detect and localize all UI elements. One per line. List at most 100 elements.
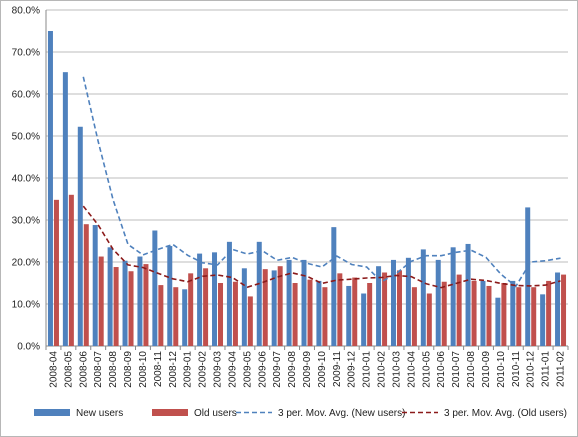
- y-tick-label: 40.0%: [12, 174, 40, 185]
- x-tick-label: 2011-01: [541, 351, 552, 387]
- bar-new-users: [525, 207, 530, 346]
- bar-old-users: [546, 281, 551, 346]
- bar-old-users: [173, 287, 178, 346]
- bar-old-users: [233, 282, 238, 346]
- bar-old-users: [203, 268, 208, 346]
- bar-old-users: [114, 267, 119, 346]
- bar-old-users: [129, 271, 134, 346]
- bar-new-users: [406, 258, 411, 346]
- x-tick-label: 2008-08: [108, 351, 119, 388]
- y-tick-label: 60.0%: [12, 90, 40, 101]
- x-tick-label: 2011-02: [556, 351, 567, 387]
- bar-new-users: [227, 242, 232, 346]
- bar-old-users: [486, 286, 491, 346]
- x-tick-label: 2010-04: [406, 351, 417, 388]
- x-tick-label: 2008-05: [63, 351, 74, 388]
- bar-new-users: [167, 246, 172, 346]
- x-tick-label: 2008-10: [138, 351, 149, 388]
- bar-new-users: [451, 247, 456, 346]
- bar-new-users: [555, 273, 560, 347]
- bar-old-users: [188, 273, 193, 346]
- x-tick-label: 2009-10: [317, 351, 328, 388]
- x-tick-label: 2009-08: [287, 351, 298, 388]
- bar-new-users: [391, 260, 396, 346]
- x-tick-label: 2008-04: [48, 351, 59, 388]
- bar-old-users: [472, 281, 477, 346]
- bar-old-users: [99, 257, 104, 346]
- x-tick-label: 2010-12: [526, 351, 537, 388]
- bar-new-users: [197, 254, 202, 346]
- bar-old-users: [457, 275, 462, 346]
- bar-new-users: [108, 247, 113, 346]
- bar-new-users: [421, 249, 426, 346]
- legend-swatch: [152, 409, 188, 416]
- x-tick-label: 2009-01: [183, 351, 194, 388]
- bar-old-users: [412, 287, 417, 346]
- x-tick-label: 2009-09: [302, 351, 313, 388]
- x-tick-label: 2008-09: [123, 351, 134, 388]
- bar-old-users: [278, 266, 283, 346]
- bar-old-users: [218, 283, 223, 346]
- y-tick-label: 80.0%: [12, 6, 40, 17]
- bar-new-users: [346, 286, 351, 346]
- x-tick-label: 2010-10: [496, 351, 507, 388]
- x-tick-label: 2009-12: [347, 351, 358, 388]
- x-tick-label: 2010-01: [362, 351, 373, 388]
- bar-old-users: [54, 200, 59, 346]
- bar-new-users: [287, 260, 292, 346]
- bar-old-users: [248, 296, 253, 346]
- y-tick-label: 70.0%: [12, 48, 40, 59]
- bar-new-users: [48, 31, 53, 346]
- x-tick-label: 2009-06: [257, 351, 268, 388]
- bar-new-users: [510, 281, 515, 346]
- x-tick-label: 2008-11: [153, 351, 164, 387]
- y-tick-label: 30.0%: [12, 216, 40, 227]
- legend-label: New users: [76, 408, 123, 419]
- x-tick-label: 2008-07: [93, 351, 104, 388]
- bar-old-users: [322, 287, 327, 346]
- bar-new-users: [63, 72, 68, 346]
- y-tick-label: 50.0%: [12, 132, 40, 143]
- bar-new-users: [182, 289, 187, 346]
- bar-old-users: [516, 287, 521, 346]
- bar-old-users: [382, 273, 387, 347]
- x-tick-label: 2010-06: [436, 351, 447, 388]
- bar-old-users: [501, 283, 506, 346]
- bar-new-users: [302, 260, 307, 346]
- x-tick-label: 2010-11: [511, 351, 522, 387]
- x-tick-label: 2010-05: [421, 351, 432, 388]
- bar-new-users: [257, 242, 262, 346]
- bar-old-users: [308, 280, 313, 346]
- bar-new-users: [540, 294, 545, 346]
- bar-old-users: [561, 275, 566, 346]
- x-tick-label: 2010-03: [391, 351, 402, 388]
- x-tick-label: 2008-12: [168, 351, 179, 388]
- y-tick-label: 20.0%: [12, 258, 40, 269]
- bar-old-users: [352, 278, 357, 346]
- bar-new-users: [331, 227, 336, 346]
- x-tick-label: 2009-02: [198, 351, 209, 388]
- bar-old-users: [69, 195, 74, 346]
- bar-new-users: [495, 298, 500, 346]
- bar-new-users: [361, 294, 366, 347]
- bar-new-users: [272, 270, 277, 346]
- bar-old-users: [397, 270, 402, 346]
- bar-old-users: [143, 264, 148, 346]
- x-tick-label: 2008-06: [78, 351, 89, 388]
- bar-old-users: [427, 294, 432, 347]
- bar-new-users: [316, 281, 321, 346]
- bar-new-users: [242, 268, 247, 346]
- x-tick-label: 2010-07: [451, 351, 462, 388]
- x-tick-label: 2010-08: [466, 351, 477, 388]
- bar-new-users: [123, 261, 128, 346]
- bar-new-users: [466, 244, 471, 346]
- bar-new-users: [78, 127, 83, 346]
- legend-label: Old users: [194, 408, 237, 419]
- x-tick-label: 2009-11: [332, 351, 343, 387]
- x-tick-label: 2009-05: [242, 351, 253, 388]
- x-tick-label: 2009-04: [227, 351, 238, 388]
- bar-new-users: [137, 257, 142, 346]
- legend-label: 3 per. Mov. Avg. (New users): [278, 408, 405, 419]
- x-tick-label: 2009-03: [213, 351, 224, 388]
